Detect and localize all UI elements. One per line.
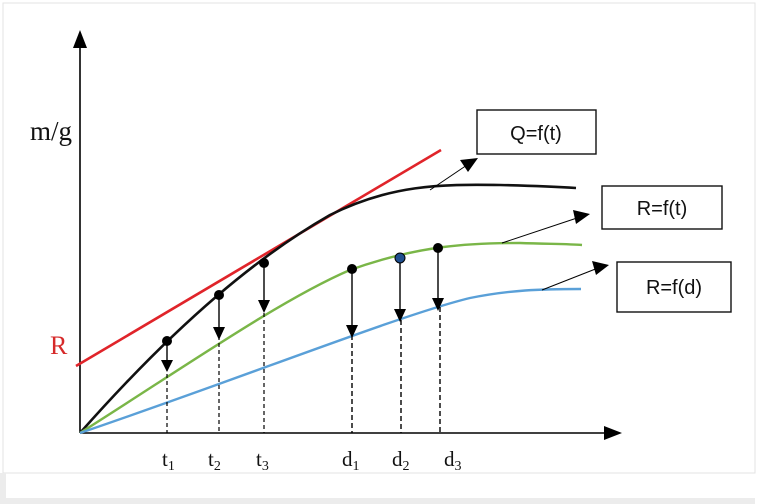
curve-r-of-t [79, 241, 583, 435]
arrowhead-d1 [346, 325, 358, 338]
q-callout-arrowhead [460, 158, 478, 172]
label-r-of-t: R=f(t) [637, 198, 688, 220]
marker-d2: d2 [392, 447, 410, 474]
marker-d3: d3 [444, 447, 462, 474]
rt-callout-arrowhead [573, 210, 590, 224]
intercept-label: R [50, 331, 68, 360]
arrowhead-t2 [213, 327, 225, 340]
x-markers: t1 t2 t3 d1 d2 d3 [162, 447, 462, 474]
arrowhead-d2 [394, 309, 406, 322]
rt-callout-line [501, 216, 581, 244]
arrowhead-t3 [258, 300, 270, 313]
y-axis-arrowhead [73, 30, 87, 48]
label-q: Q=f(t) [510, 123, 562, 145]
marker-t1: t1 [162, 447, 175, 474]
curve-r-of-d [79, 287, 582, 435]
frame-shadow [0, 473, 755, 504]
x-axis-arrowhead [604, 426, 622, 440]
q-callout-line [429, 162, 471, 191]
curve-q [79, 183, 577, 434]
arrowhead-d3 [432, 298, 444, 311]
dot-t2 [214, 290, 224, 300]
dot-d1 [347, 264, 357, 274]
marker-t3: t3 [256, 447, 269, 474]
label-box-rd: R=f(d) [616, 261, 732, 313]
rd-callout-line [541, 267, 599, 291]
marker-t2: t2 [208, 447, 221, 474]
dot-t3 [259, 258, 269, 268]
dot-d3 [433, 243, 443, 253]
label-box-q: Q=f(t) [476, 109, 597, 155]
dot-t1 [162, 336, 172, 346]
label-box-rt: R=f(t) [601, 185, 723, 230]
marker-d1: d1 [342, 447, 360, 474]
figure-frame [2, 2, 756, 474]
label-r-of-d: R=f(d) [646, 277, 702, 299]
arrowhead-t1 [161, 360, 173, 372]
dot-d2 [394, 252, 406, 264]
y-axis-label: m/g [30, 116, 72, 146]
rd-callout-arrowhead [592, 261, 609, 275]
tangent-line [75, 148, 442, 368]
